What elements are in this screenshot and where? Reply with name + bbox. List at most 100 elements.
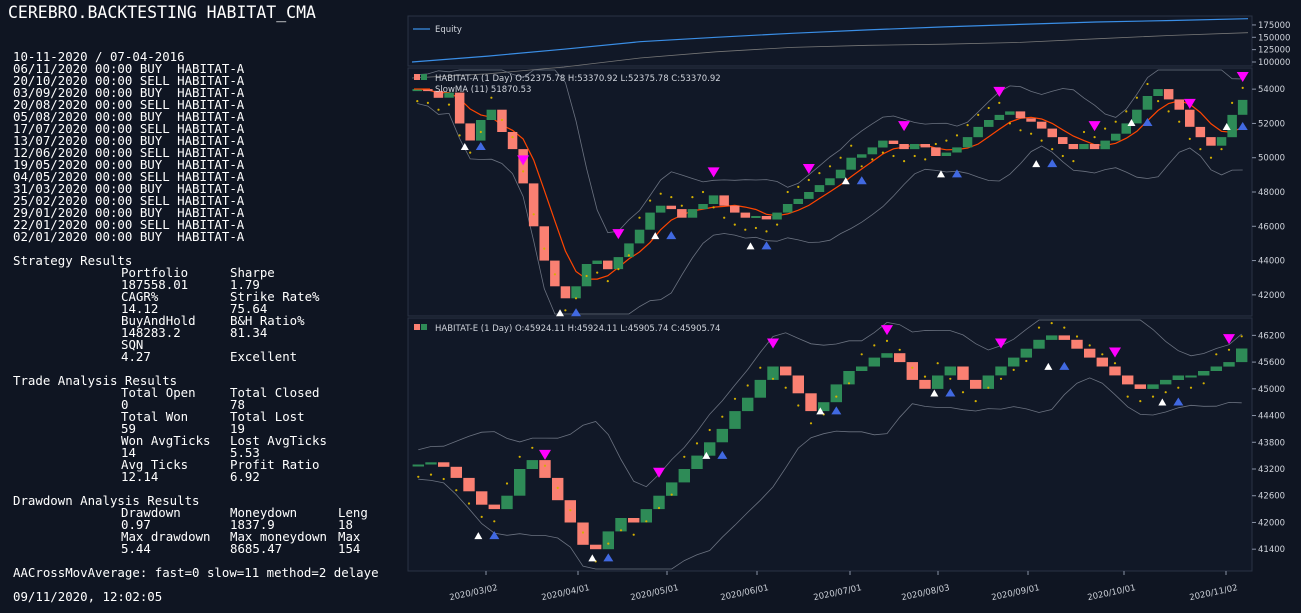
result-cell: CAGR%: [121, 289, 159, 304]
candle: [1046, 335, 1058, 340]
psar-dot: [511, 136, 514, 139]
candle: [1036, 121, 1047, 129]
y-tick-label: 42000: [1258, 518, 1285, 528]
psar-dot: [556, 486, 559, 489]
psar-dot: [850, 144, 853, 147]
legend-swatch-up: [421, 324, 427, 330]
trade-marker: [651, 232, 660, 240]
psar-dot: [999, 377, 1003, 380]
psar-dot: [1088, 344, 1091, 347]
psar-dot: [828, 165, 832, 168]
psar-dot: [733, 397, 737, 400]
candle: [507, 132, 518, 150]
x-tick-label: 2020/10/01: [1087, 583, 1137, 603]
psar-dot: [818, 172, 821, 175]
psar-dot: [670, 493, 673, 496]
psar-dot: [531, 446, 534, 449]
trade-marker: [816, 407, 825, 415]
psar-dot: [1215, 353, 1218, 356]
x-tick-label: 2020/08/03: [901, 583, 951, 603]
psar-dot: [1126, 395, 1129, 398]
candle: [666, 482, 678, 496]
candle: [830, 384, 842, 403]
candle: [814, 185, 825, 192]
trade-marker: [746, 242, 755, 250]
candle: [571, 286, 581, 299]
candle: [1142, 96, 1153, 110]
psar-dot: [1189, 386, 1193, 389]
psar-dot: [564, 309, 567, 312]
y-tick-label: 42000: [1258, 291, 1285, 301]
candle: [1079, 144, 1089, 150]
candle: [932, 375, 944, 389]
candle: [846, 157, 856, 170]
candle: [704, 442, 716, 456]
candle: [761, 216, 772, 220]
psar-dot: [469, 151, 472, 154]
psar-dot: [1167, 110, 1170, 113]
psar-dot: [416, 100, 419, 103]
psar-dot: [1135, 96, 1138, 99]
panel-legend: HABITAT-A (1 Day) O:52375.78 H:53370.92 …: [435, 74, 721, 84]
sell-signal-marker: [993, 86, 1006, 97]
y-tick-label: 52000: [1258, 119, 1285, 129]
buy-signal-marker: [1047, 159, 1058, 168]
candle: [856, 366, 868, 371]
candle: [592, 260, 602, 264]
candle: [678, 469, 690, 483]
psar-dot: [847, 382, 851, 385]
psar-dot: [1008, 122, 1012, 125]
psar-dot: [881, 151, 885, 154]
psar-dot: [1019, 129, 1022, 132]
psar-dot: [776, 223, 779, 226]
psar-dot: [670, 196, 673, 199]
psar-dot: [835, 395, 838, 398]
psar-dot: [1146, 82, 1149, 86]
result-cell: 187558.01: [121, 277, 189, 292]
psar-dot: [532, 213, 535, 216]
candle: [970, 379, 982, 389]
result-cell: Profit Ratio: [230, 457, 320, 472]
legend-swatch-down: [414, 74, 420, 80]
sell-signal-marker: [881, 325, 893, 336]
lower-band: [418, 377, 1242, 570]
y-tick-label: 150000: [1258, 33, 1290, 43]
psar-dot: [945, 139, 948, 142]
candle: [1096, 357, 1108, 367]
result-cell: 5.44: [121, 541, 151, 556]
y-tick-label: 44000: [1258, 257, 1285, 267]
psar-dot: [784, 386, 787, 389]
candle: [666, 205, 676, 210]
trade-entry: 20/08/2020 00:00 SELL HABITAT-A: [13, 97, 245, 112]
candle: [881, 353, 893, 358]
candle: [528, 183, 539, 227]
psar-dot: [619, 529, 623, 532]
candle: [957, 366, 969, 380]
candle: [708, 195, 719, 204]
date-range: 10-11-2020 / 07-04-2016: [13, 49, 185, 64]
candle: [909, 144, 920, 150]
psar-dot: [553, 273, 557, 276]
x-tick-label: 2020/07/01: [813, 583, 863, 603]
sell-signal-marker: [1109, 347, 1121, 358]
trade-marker: [556, 309, 565, 317]
candle: [982, 375, 994, 389]
trade-entry: 05/08/2020 00:00 BUY HABITAT-A: [13, 109, 245, 124]
candle: [560, 286, 571, 299]
psar-dot: [1104, 127, 1107, 130]
candle: [613, 257, 624, 270]
sell-signal-marker: [995, 338, 1007, 349]
buy-signal-marker: [951, 169, 962, 178]
candle: [653, 495, 665, 510]
candle: [716, 428, 728, 443]
psar-dot: [873, 344, 876, 347]
candle: [894, 353, 906, 363]
trade-entry: 25/02/2020 00:00 SELL HABITAT-A: [13, 193, 245, 208]
candle: [1089, 144, 1100, 150]
result-cell: Lost AvgTicks: [230, 433, 327, 448]
candle: [438, 462, 450, 467]
psar-dot: [1202, 382, 1205, 385]
buy-signal-marker: [571, 308, 582, 317]
equity-line: [411, 18, 1249, 63]
candle: [825, 178, 835, 186]
